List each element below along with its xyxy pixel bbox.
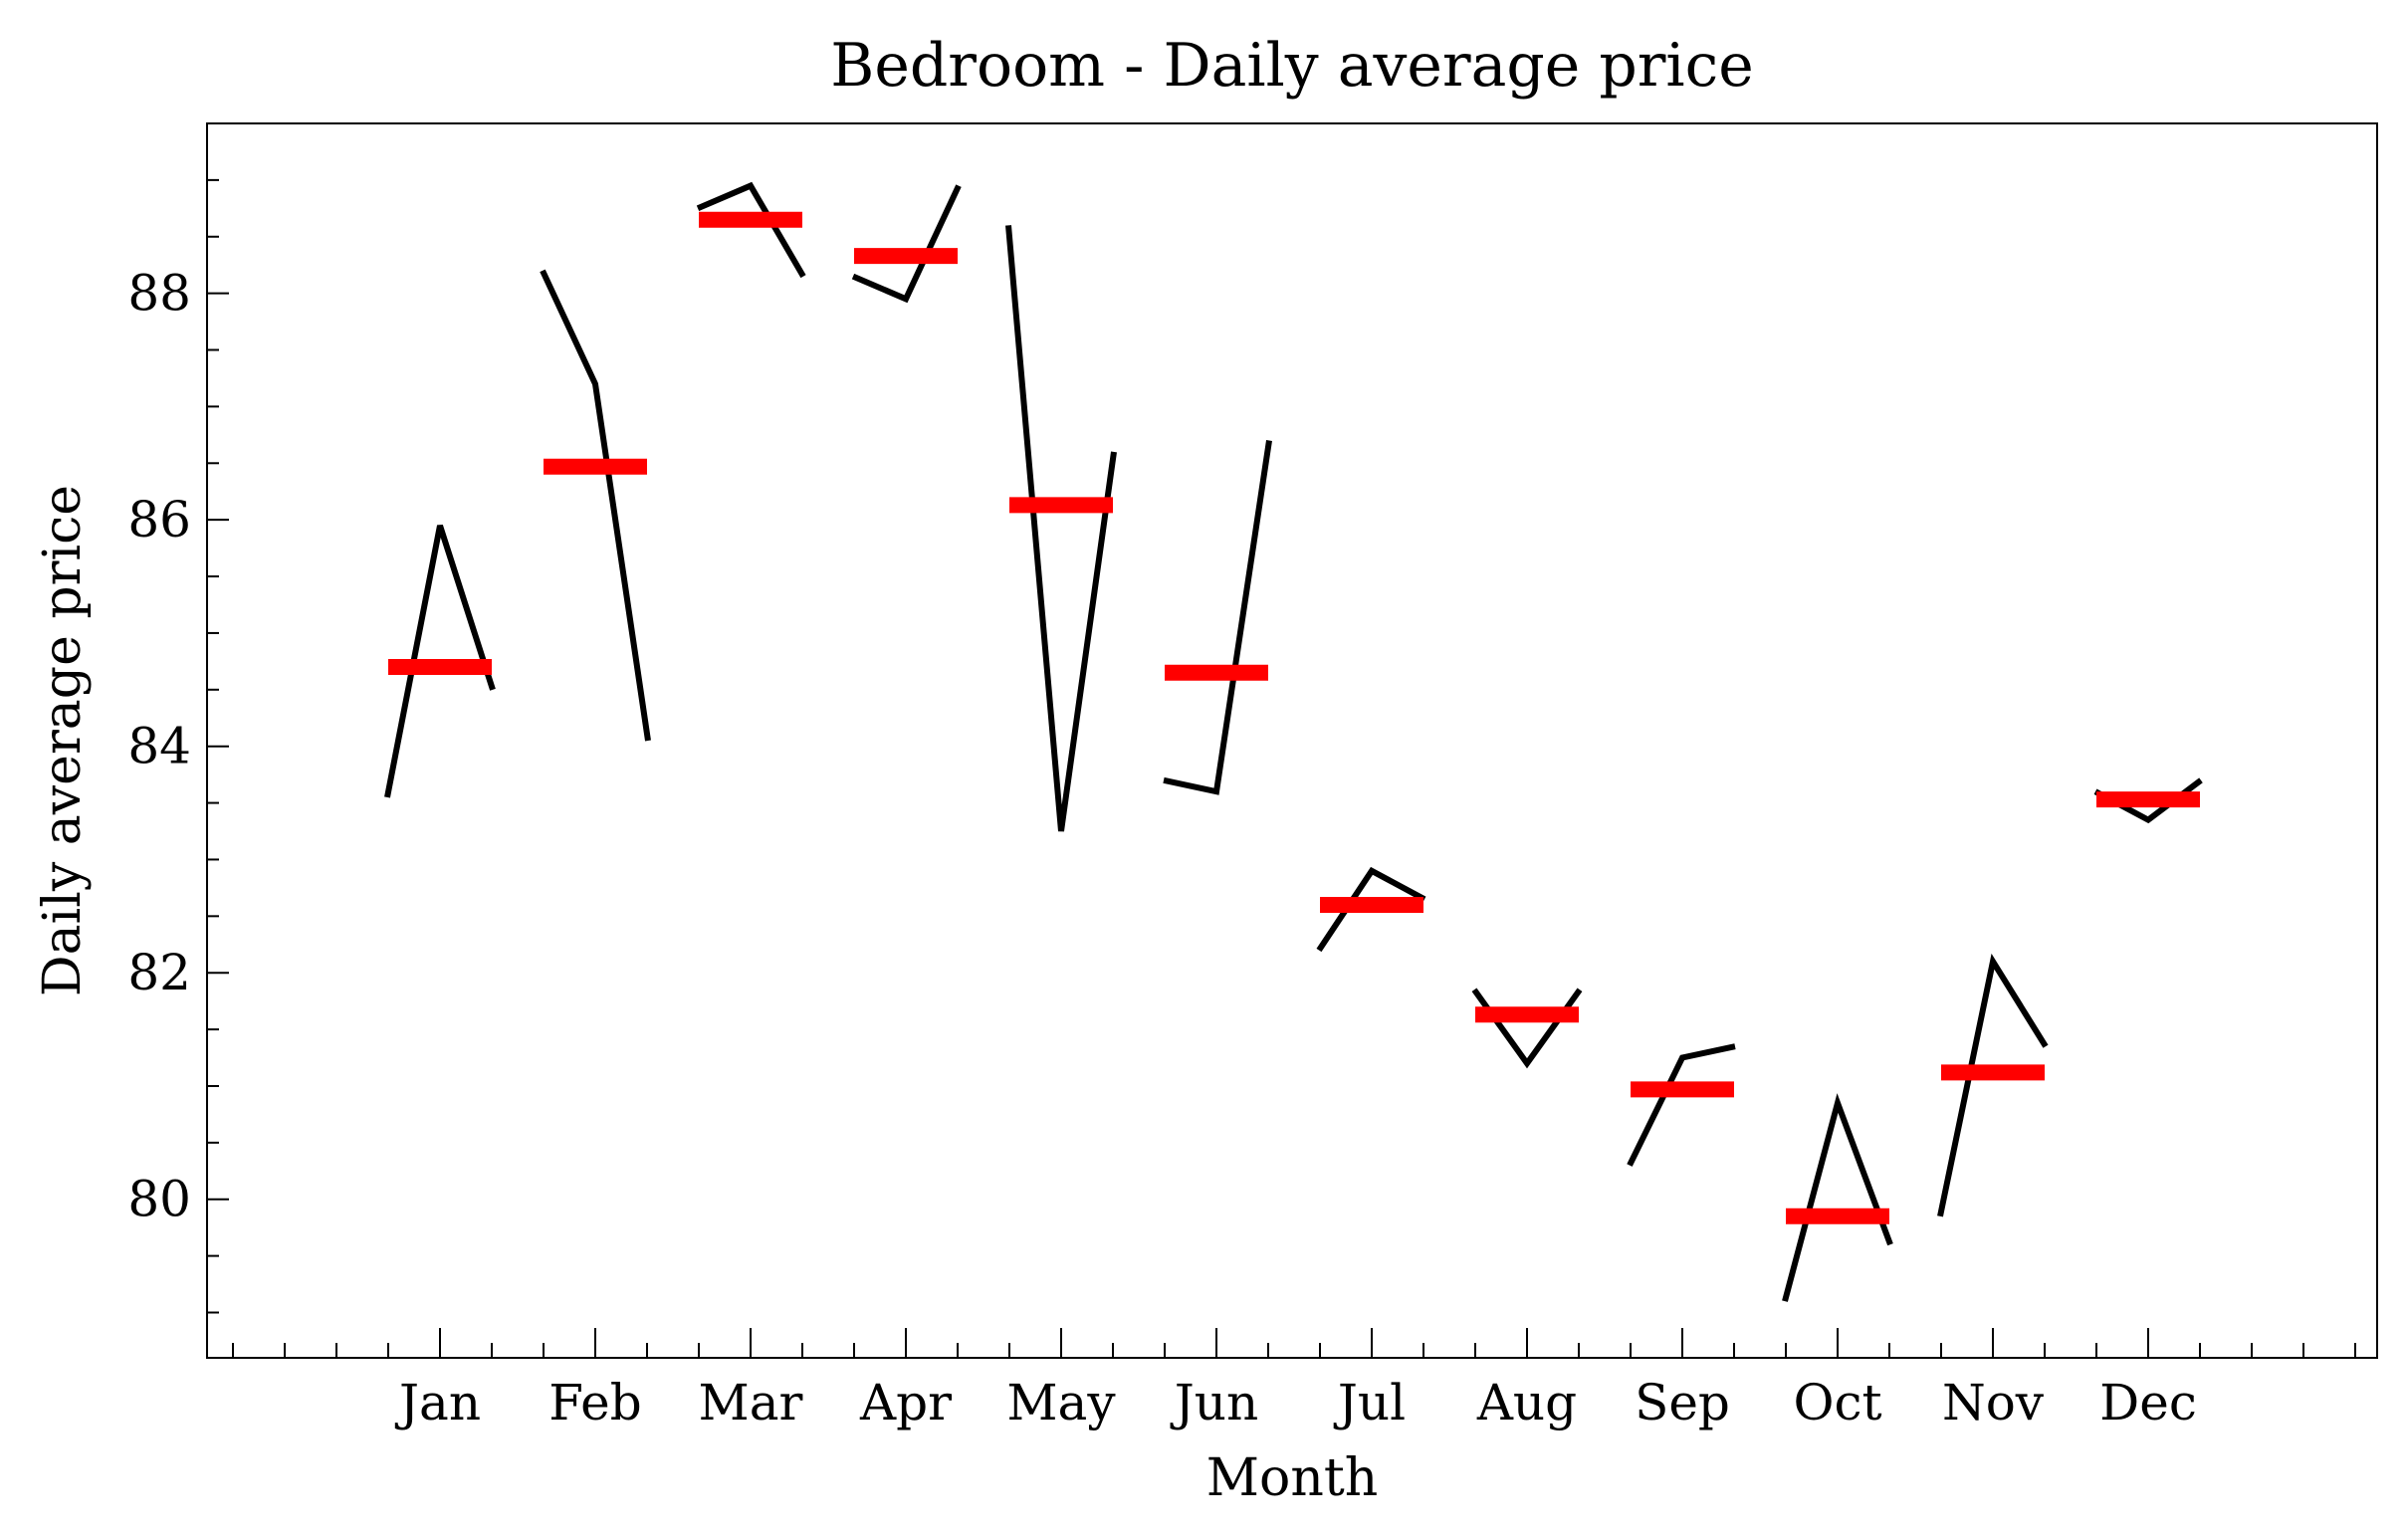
y-axis-label: Daily average price (33, 485, 93, 996)
plot-frame (206, 122, 2378, 1359)
x-tick-label-jan: Jan (394, 1374, 481, 1431)
month-line-jul (1316, 866, 1426, 953)
month-line-may (1005, 225, 1117, 832)
month-line-oct (1782, 1093, 1893, 1302)
axis-ticks: 80 82 84 86 88 Jan Feb Mar Apr May Jun Jul Aug Sep Oct… (127, 122, 2356, 1431)
y-tick-label: 80 (127, 1171, 191, 1228)
x-tick-label-sep: Sep (1635, 1374, 1730, 1431)
y-tick-label: 88 (127, 265, 191, 323)
series-lines (384, 181, 2203, 1302)
x-tick-label-may: May (1006, 1374, 1116, 1431)
month-line-apr (851, 184, 962, 304)
x-tick-label-aug: Aug (1476, 1374, 1577, 1431)
month-line-sep (1627, 1043, 1736, 1167)
month-line-jan (384, 524, 496, 798)
x-tick-label-jul: Jul (1333, 1374, 1406, 1431)
y-tick-label: 86 (127, 491, 191, 549)
mean-markers (388, 211, 2200, 1224)
y-tick-label: 84 (127, 718, 191, 775)
x-tick-label-nov: Nov (1942, 1374, 2045, 1431)
chart-title: Bedroom - Daily average price (830, 31, 1753, 101)
x-tick-label-jun: Jun (1170, 1374, 1258, 1431)
month-line-nov (1937, 953, 2049, 1217)
x-tick-label-mar: Mar (699, 1374, 803, 1431)
x-tick-label-oct: Oct (1793, 1374, 1881, 1431)
month-line-jun (1163, 440, 1272, 795)
y-tick-label: 82 (127, 944, 191, 1001)
x-tick-label-feb: Feb (548, 1374, 642, 1431)
x-axis-label: Month (1206, 1448, 1378, 1508)
month-line-mar (696, 181, 806, 279)
month-line-feb (540, 269, 651, 742)
x-tick-label-apr: Apr (859, 1374, 952, 1431)
x-tick-label-dec: Dec (2099, 1374, 2197, 1431)
